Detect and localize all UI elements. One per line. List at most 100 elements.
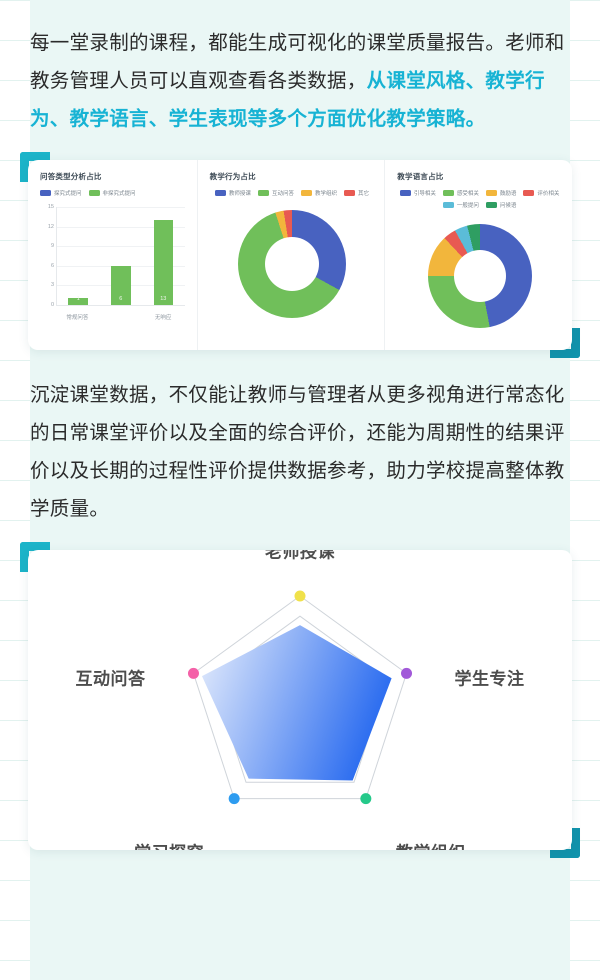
intro-paragraph-2: 沉淀课堂数据，不仅能让教师与管理者从更多视角进行常态化的日常课堂评价以及全面的综… [30,384,565,520]
paper-rule-line [570,280,600,281]
legend-label: 鼓励语 [499,191,517,197]
radar-axis-point[interactable] [294,590,306,602]
paper-rule-line [0,280,30,281]
paper-rule-line [570,0,600,1]
radar-value-area [202,625,392,781]
radar-axis-point[interactable] [401,667,413,679]
legend-label: 评价相关 [537,191,560,197]
legend-item[interactable]: 问候语 [485,201,516,209]
bar-column: 6 [107,207,135,305]
legend-item[interactable]: 引导相关 [399,189,436,197]
x-axis-tick-label [106,313,134,321]
paper-rule-line [0,400,30,401]
legend-label: 一般提问 [456,203,479,209]
paper-rule-line [0,320,30,321]
bar[interactable]: 6 [110,265,131,305]
paper-rule-line [570,120,600,121]
legend-label: 探究式提问 [54,191,82,197]
legend-item[interactable]: 评价相关 [523,189,559,197]
legend-swatch-icon [343,190,355,196]
legend-label: 非探究式提问 [102,191,136,197]
legend-label: 教师授课 [228,191,251,197]
intro-paragraph-1-highlight: 从课堂风格、教学行为、教学语言、学生表现等多个方面优化教学策略。 [30,70,545,130]
donut-wrap-teaching-language [397,215,562,337]
legend-swatch-icon [300,190,312,196]
legend-swatch-icon [399,190,411,196]
y-axis-tick-label: 12 [47,223,54,230]
paper-rule-line [0,720,30,721]
grid-line [57,246,185,248]
legend-swatch-icon [442,202,454,208]
legend-item[interactable]: 探究式提问 [40,189,82,197]
paper-rule-line [570,480,600,481]
legend-item[interactable]: 感受相关 [442,189,479,197]
paper-rule-line [0,80,30,81]
bar-value-label: 6 [119,296,123,302]
paper-rule-line [0,40,30,41]
y-axis-tick-label: 15 [47,204,54,210]
intro-paragraph-1: 每一堂录制的课程，都能生成可视化的课堂质量报告。老师和教务管理人员可以直观查看各… [0,0,600,138]
grid-line [57,226,185,228]
paper-rule-line [570,240,600,241]
bar-value-label: 13 [160,296,167,302]
y-axis-tick-label: 6 [50,262,54,269]
charts-row: 问答类型分析占比 探究式提问 非探究式提问 15 12 9 6 3 0 1 6 13 常规问答 无响… [28,160,572,350]
sparkle-icon: ✦ [540,818,562,848]
paper-rule-line [0,440,30,441]
bar[interactable]: 13 [153,220,174,305]
radar-chart: 老师授课学生专注教学组织 学习探究 互动问答 [28,550,572,850]
paper-rule-line [570,160,600,161]
paper-rule-line [0,360,30,361]
donut-chart[interactable] [427,224,532,328]
paper-rule-line [570,720,600,721]
paper-rule-line [0,920,30,921]
charts-card: 问答类型分析占比 探究式提问 非探究式提问 15 12 9 6 3 0 1 6 13 常规问答 无响… [28,160,572,350]
radar-card: 老师授课学生专注教学组织 学习探究 互动问答 ✦ [28,550,572,850]
paper-rule-line [570,600,600,601]
legend-item[interactable]: 其它 [343,189,369,197]
chart-panel-question-type: 问答类型分析占比 探究式提问 非探究式提问 15 12 9 6 3 0 1 6 13 常规问答 无响… [28,160,197,350]
radar-axis-label: 学习探究 [134,838,204,850]
bar[interactable]: 1 [68,296,89,305]
radar-axis-point[interactable] [360,793,372,805]
paper-rule-line [0,120,30,121]
corner-bracket-top-left-icon [20,542,50,572]
legend-question-type: 探究式提问 非探究式提问 [40,189,187,197]
legend-label: 引导相关 [413,191,436,197]
paper-rule-line [0,800,30,801]
legend-label: 感受相关 [456,191,479,197]
paper-rule-line [0,600,30,601]
radar-axis-label: 互动问答 [75,669,146,689]
radar-axis-point[interactable] [228,793,240,805]
paper-rule-line [570,960,600,961]
legend-swatch-icon [40,190,51,196]
paper-rule-line [570,880,600,881]
donut-chart[interactable] [237,210,346,318]
radar-axis-label: 学生专注 [454,669,525,689]
paper-rule-line [0,240,30,241]
paper-rule-line [570,920,600,921]
chart-panel-teaching-language: 教学语言占比 引导相关 感受相关 鼓励语 评价相关 一般提问 问候语 [384,160,572,350]
bar-series: 1 6 13 [57,207,185,305]
paper-rule-line [570,840,600,841]
radar-axis-point[interactable] [187,667,199,679]
legend-swatch-icon [485,202,497,208]
paper-rule-line [0,520,30,521]
legend-item[interactable]: 非探究式提问 [88,189,136,197]
paper-rule-line [570,520,600,521]
legend-teaching-language: 引导相关 感受相关 鼓励语 评价相关一般提问 问候语 [397,189,562,209]
legend-item[interactable]: 鼓励语 [485,189,517,197]
legend-item[interactable]: 互动问答 [257,189,294,197]
legend-swatch-icon [88,190,100,196]
legend-item[interactable]: 一般提问 [442,201,479,209]
legend-swatch-icon [257,190,269,196]
donut-center-hole [453,250,506,302]
bar-column: 13 [149,207,177,305]
legend-teaching-behavior: 教师授课 互动问答 教学组织 其它 [210,189,375,197]
paper-rule-line [0,680,30,681]
legend-item[interactable]: 教师授课 [214,189,251,197]
legend-item[interactable]: 教学组织 [300,189,337,197]
bar-chart-question-type: 15 12 9 6 3 0 1 6 13 常规问答 无响应 [40,203,187,321]
chart-title-question-type: 问答类型分析占比 [40,172,102,181]
y-axis-tick-label: 0 [50,302,54,308]
